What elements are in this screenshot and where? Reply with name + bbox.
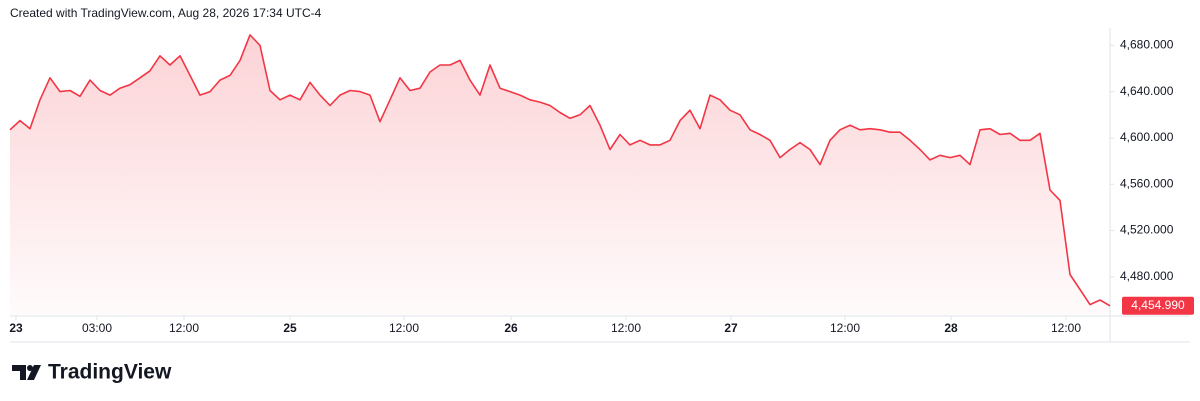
- x-tick-label: 23: [9, 321, 23, 335]
- header-text: Created with TradingView.com, Aug 28, 20…: [10, 6, 322, 20]
- x-tick-label: 28: [944, 321, 958, 335]
- brand: TradingView: [48, 361, 172, 384]
- x-tick-label: 12:00: [1051, 321, 1081, 335]
- y-tick-label: 4,560.000: [1120, 176, 1174, 190]
- y-tick-label: 4,600.000: [1120, 130, 1174, 144]
- x-tick-label: 12:00: [169, 321, 199, 335]
- x-tick-label: 12:00: [389, 321, 419, 335]
- last-price-label: 4,454.990: [1131, 298, 1185, 312]
- last-price-box: [1122, 296, 1194, 315]
- y-tick-label: 4,480.000: [1120, 269, 1174, 283]
- x-tick-label: 27: [724, 321, 738, 335]
- x-tick-label: 25: [283, 321, 297, 335]
- y-tick-label: 4,640.000: [1120, 84, 1174, 98]
- x-tick-label: 12:00: [830, 321, 860, 335]
- y-tick-label: 4,520.000: [1120, 223, 1174, 237]
- x-tick-label: 03:00: [82, 321, 112, 335]
- y-tick-label: 4,680.000: [1120, 38, 1174, 52]
- x-tick-label: 12:00: [611, 321, 641, 335]
- area-fill: [10, 34, 1110, 316]
- x-tick-label: 26: [504, 321, 518, 335]
- logo: [12, 365, 41, 380]
- price-line: [9, 34, 1111, 307]
